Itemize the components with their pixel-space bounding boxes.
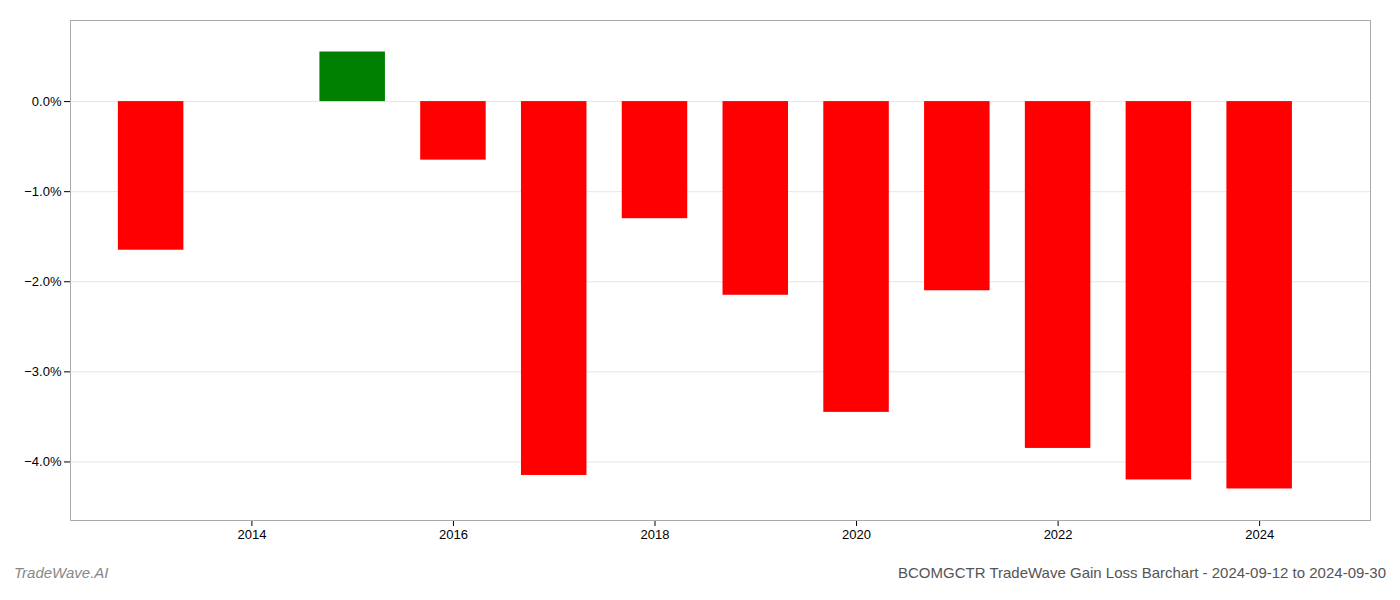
svg-text:2024: 2024 [1245, 527, 1274, 542]
html-text:TradeWave.AI: TradeWave.AI [14, 564, 109, 581]
svg-text:2020: 2020 [842, 527, 871, 542]
svg-text:2018: 2018 [641, 527, 670, 542]
svg-text:−3.0%: −3.0% [24, 364, 62, 379]
svg-text:−4.0%: −4.0% [24, 454, 62, 469]
svg-text:2014: 2014 [237, 527, 266, 542]
svg-text:0.0%: 0.0% [32, 94, 62, 109]
svg-text:−1.0%: −1.0% [24, 184, 62, 199]
svg-text:2022: 2022 [1044, 527, 1073, 542]
svg-text:2016: 2016 [439, 527, 468, 542]
html-text:BCOMGCTR TradeWave Gain Loss B: BCOMGCTR TradeWave Gain Loss Barchart - … [898, 564, 1386, 581]
svg-text:−2.0%: −2.0% [24, 274, 62, 289]
